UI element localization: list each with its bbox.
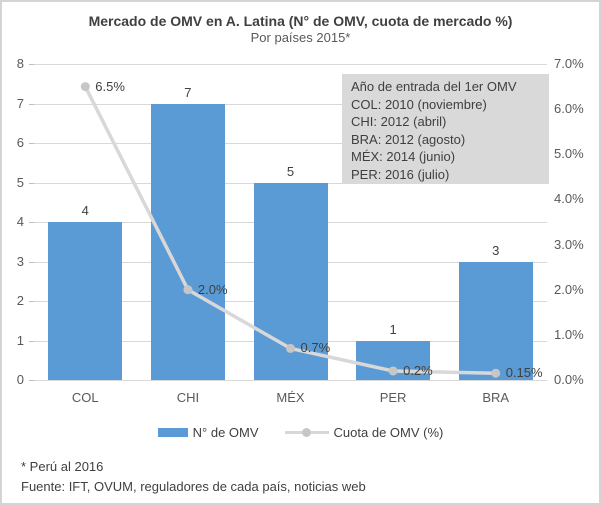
left-axis-tickmark	[29, 261, 34, 263]
gridline	[34, 143, 547, 144]
line-value-label: 0.2%	[403, 362, 433, 378]
gridline	[34, 64, 547, 65]
legend-label: Cuota de OMV (%)	[333, 425, 444, 440]
category-label: MÉX	[276, 390, 305, 405]
chart-legend: N° de OMV Cuota de OMV (%)	[2, 425, 599, 440]
line-value-label: 6.5%	[95, 78, 125, 94]
left-axis-tickmark	[29, 222, 34, 223]
bar-value-label: 4	[81, 203, 89, 218]
left-axis-tickmark	[29, 103, 34, 105]
category-label: BRA	[482, 390, 510, 405]
left-axis-tickmark	[29, 182, 34, 184]
line-value-label: 0.7%	[300, 340, 331, 356]
left-axis-tickmark	[29, 340, 34, 342]
annotation-line: COL: 2010 (noviembre)	[351, 96, 487, 112]
bar	[458, 261, 533, 380]
left-axis-tick-label: 4	[16, 214, 24, 229]
legend-item-bar: N° de OMV	[157, 425, 259, 440]
category-label: PER	[379, 390, 407, 405]
bar-value-label: 5	[286, 163, 295, 179]
left-axis-tick-label: 1	[16, 332, 24, 348]
left-axis-tickmark	[29, 301, 34, 302]
annotation-line: Año de entrada del 1er OMV	[351, 79, 517, 94]
bar-value-label: 1	[389, 321, 397, 337]
footnote-peru: * Perú al 2016	[21, 459, 104, 474]
left-axis-tick-label: 5	[16, 174, 24, 190]
footnote-source: Fuente: IFT, OVUM, reguladores de cada p…	[21, 479, 366, 494]
left-axis-tickmark	[29, 64, 34, 65]
left-axis-tick-label: 8	[16, 56, 24, 71]
chart-title: Mercado de OMV en A. Latina (N° de OMV, …	[88, 13, 513, 29]
left-axis-tick-label: 0	[16, 372, 24, 387]
right-axis-tick-label: 1.0%	[554, 326, 584, 342]
line-marker-icon	[388, 366, 398, 376]
line-marker-icon	[286, 343, 295, 353]
bar-value-label: 7	[184, 84, 192, 100]
bar	[48, 222, 123, 380]
bar-value-label: 3	[492, 242, 500, 258]
right-axis-tick-label: 7.0%	[554, 56, 584, 71]
line-marker-icon	[491, 368, 501, 378]
right-axis-tick-label: 5.0%	[554, 146, 584, 162]
line-marker-icon	[183, 285, 193, 295]
legend-item-line: Cuota de OMV (%)	[284, 425, 444, 440]
legend-label: N° de OMV	[192, 425, 259, 440]
category-label: CHI	[176, 390, 200, 405]
line-swatch-icon	[284, 428, 329, 437]
right-axis-tick-label: 3.0%	[554, 236, 584, 252]
annotation-line: BRA: 2012 (agosto)	[351, 131, 466, 147]
annotation-line: PER: 2016 (julio)	[351, 166, 450, 182]
bar-swatch-icon	[157, 428, 188, 437]
gridline	[34, 103, 547, 105]
annotation-box: Año de entrada del 1er OMV COL: 2010 (no…	[342, 74, 549, 184]
left-axis-tick-label: 2	[16, 293, 24, 308]
category-label: COL	[71, 390, 99, 405]
right-axis-tick-label: 2.0%	[554, 281, 584, 297]
annotation-line: CHI: 2012 (abril)	[351, 114, 447, 129]
right-axis-tick-label: 6.0%	[554, 101, 584, 117]
gridline	[34, 380, 547, 381]
right-axis-tick-label: 0.0%	[554, 372, 584, 387]
left-axis-tick-label: 7	[16, 95, 24, 111]
left-axis-tick-label: 6	[16, 135, 24, 150]
chart-subtitle: Por países 2015*	[250, 30, 351, 45]
annotation-line: MÉX: 2014 (junio)	[351, 149, 456, 164]
line-value-label: 0.15%	[505, 365, 543, 381]
left-axis-tick-label: 3	[16, 253, 24, 269]
footnotes: * Perú al 2016 Fuente: IFT, OVUM, regula…	[21, 457, 366, 497]
left-axis-tickmark	[29, 380, 34, 381]
line-value-label: 2.0%	[197, 281, 228, 297]
left-axis-tickmark	[29, 143, 34, 144]
line-marker-icon	[80, 82, 90, 92]
right-axis-tick-label: 4.0%	[554, 191, 584, 207]
